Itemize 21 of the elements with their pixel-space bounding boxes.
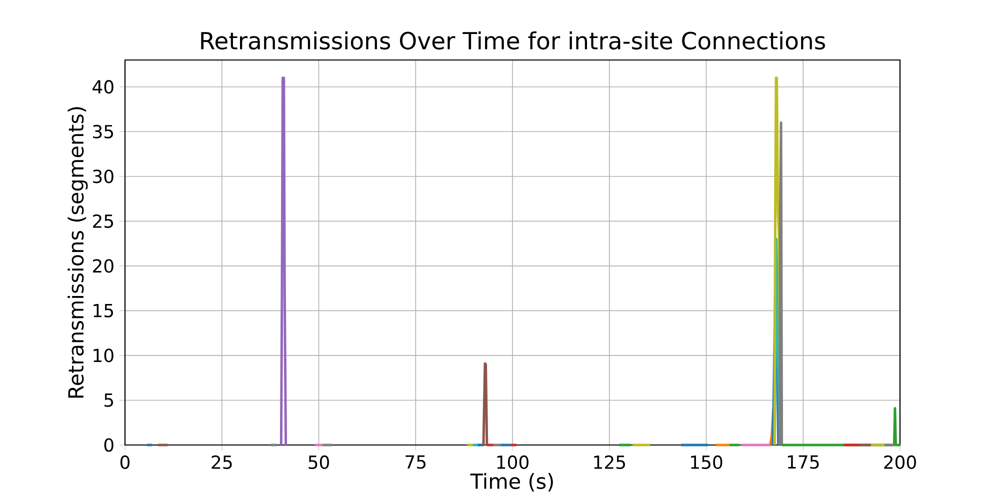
- y-tick-label: 30: [93, 170, 114, 184]
- y-tick-label: 5: [104, 394, 114, 407]
- y-tick-label: 35: [93, 124, 113, 138]
- x-tick-label: 75: [406, 455, 426, 469]
- chart-title: Retransmissions Over Time for intra-site Connections: [201, 31, 825, 50]
- y-tick-label: 25: [93, 214, 113, 228]
- y-tick-label: 20: [93, 259, 114, 273]
- x-tick-label: 100: [497, 455, 528, 470]
- y-tick-label: 15: [94, 304, 113, 318]
- x-tick-label: 50: [308, 455, 329, 470]
- y-tick-label: 0: [104, 438, 114, 452]
- y-tick-label: 40: [92, 80, 114, 94]
- y-tick-label: 10: [94, 348, 114, 362]
- x-tick-label: 200: [884, 455, 916, 470]
- x-tick-label: 125: [594, 455, 625, 470]
- x-axis-title: Time (s): [470, 473, 553, 492]
- x-tick-label: 150: [691, 455, 722, 470]
- y-axis-title: Retransmissions (segments): [68, 107, 88, 398]
- x-tick-label: 175: [788, 455, 819, 469]
- x-tick-label: 0: [120, 455, 130, 470]
- x-tick-label: 25: [212, 455, 232, 470]
